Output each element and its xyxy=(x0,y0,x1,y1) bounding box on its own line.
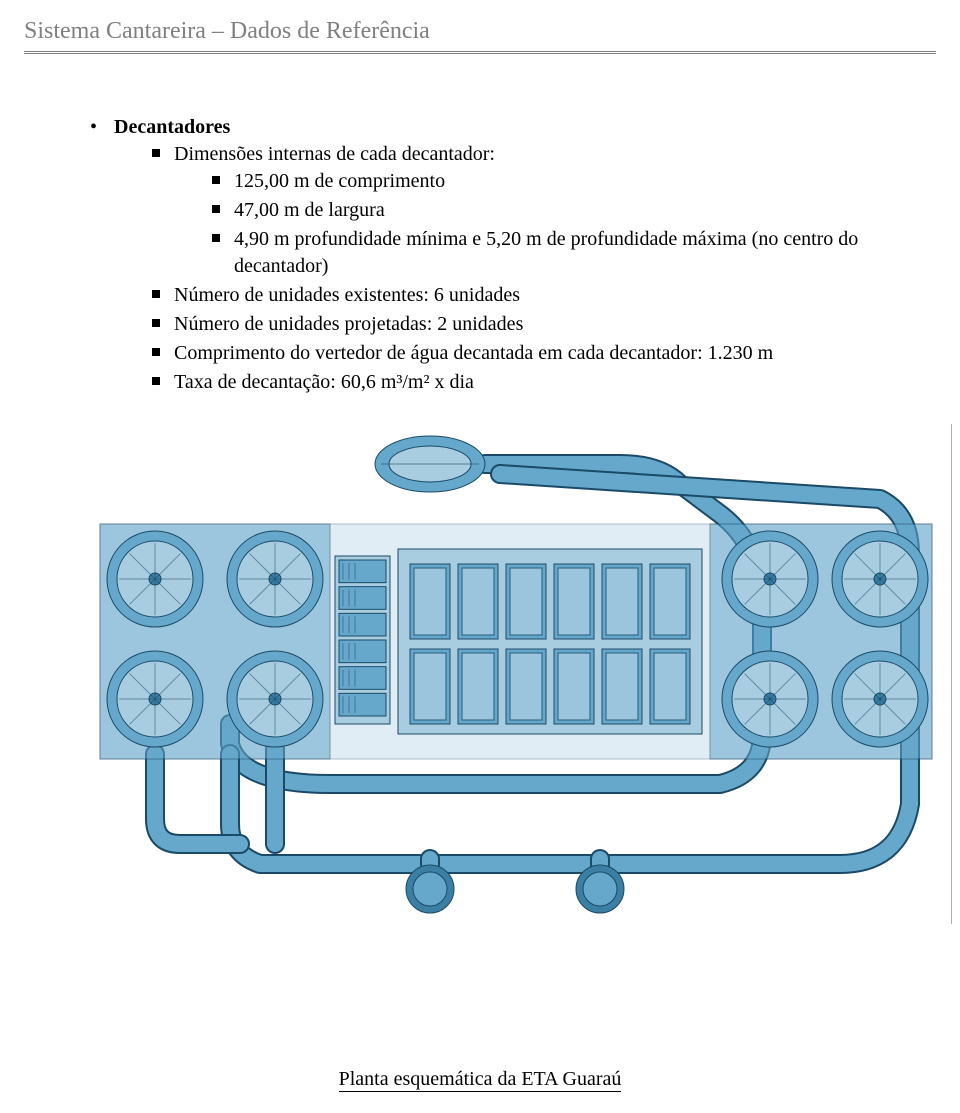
figure-caption: Planta esquemática da ETA Guaraú xyxy=(0,1068,960,1091)
spec-item: Número de unidades projetadas: 2 unidade… xyxy=(148,311,900,338)
spec-item: Taxa de decantação: 60,6 m³/m² x dia xyxy=(148,369,900,396)
spec-item: Número de unidades existentes: 6 unidade… xyxy=(148,282,900,309)
sub-heading: Dimensões internas de cada decantador: xyxy=(174,143,495,165)
dim-item: 4,90 m profundidade mínima e 5,20 m de p… xyxy=(208,226,900,280)
sub-item: Dimensões internas de cada decantador: 1… xyxy=(148,141,900,280)
section-item: Decantadores Dimensões internas de cada … xyxy=(80,114,900,396)
page-header: Sistema Cantareira – Dados de Referência xyxy=(0,0,960,49)
dim-item: 47,00 m de largura xyxy=(208,197,900,224)
plant-diagram xyxy=(80,424,952,924)
diagram-container xyxy=(80,424,952,924)
header-title: Sistema Cantareira – Dados de Referência xyxy=(24,18,430,44)
spec-item: Comprimento do vertedor de água decantad… xyxy=(148,340,900,367)
main-content: Decantadores Dimensões internas de cada … xyxy=(0,54,960,934)
section-heading: Decantadores xyxy=(114,116,230,138)
caption-text: Planta esquemática da ETA Guaraú xyxy=(339,1068,622,1092)
dim-item: 125,00 m de comprimento xyxy=(208,168,900,195)
